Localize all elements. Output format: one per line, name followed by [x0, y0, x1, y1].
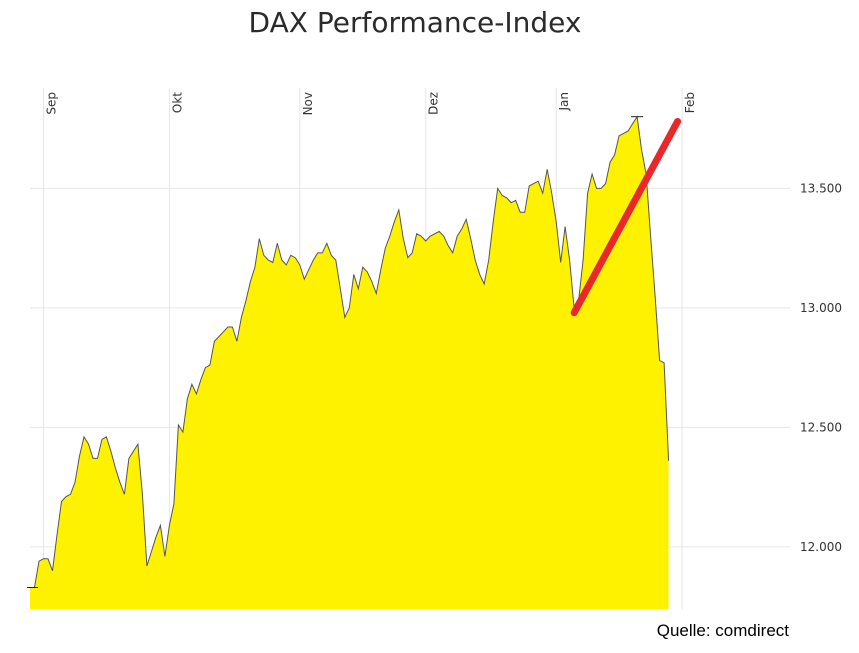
area-layer [30, 115, 670, 609]
source-label: Quelle: comdirect [656, 621, 789, 640]
y-tick-label: 12.500 [800, 420, 842, 434]
x-tick-label: Jan [557, 92, 571, 112]
chart-title: DAX Performance-Index [248, 6, 582, 39]
label-layer: Sep Okt Nov Dez Jan Feb 12.000 12.500 13.000 13.5… [44, 92, 842, 554]
marker-layer [27, 116, 682, 588]
x-tick-label: Dez [427, 92, 441, 115]
area-fill [30, 116, 669, 609]
x-tick-label: Okt [170, 92, 184, 113]
x-tick-label: Nov [301, 92, 315, 115]
y-tick-label: 12.000 [800, 540, 842, 554]
x-tick-label: Sep [44, 92, 58, 115]
series-line [30, 115, 670, 588]
x-tick-label: Feb [683, 92, 697, 113]
y-tick-label: 13.000 [800, 301, 842, 315]
y-tick-label: 13.500 [800, 181, 842, 195]
trend-line [570, 117, 682, 317]
